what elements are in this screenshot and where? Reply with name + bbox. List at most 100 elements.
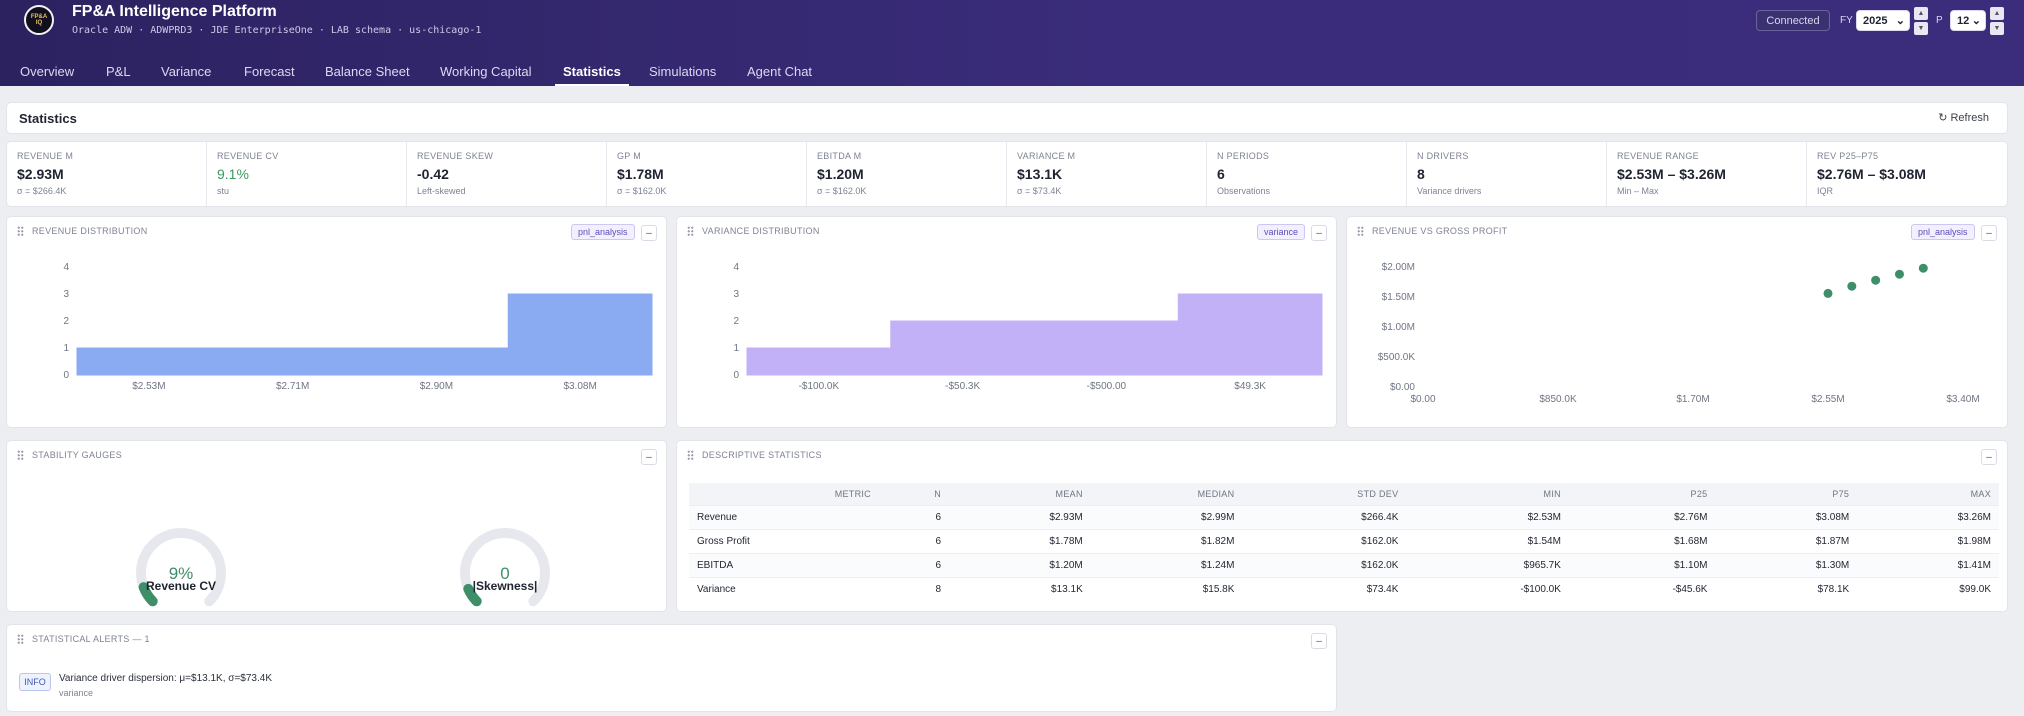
kpi-value: 9.1%: [217, 166, 249, 182]
collapse-icon[interactable]: –: [1981, 225, 1997, 241]
column-header: N: [879, 483, 949, 505]
decrement-icon[interactable]: ▼: [1990, 22, 2004, 35]
tab-forecast[interactable]: Forecast: [244, 63, 295, 79]
value-cell: $1.10M: [1568, 552, 1716, 577]
variance-distribution-chart: 0 1 2 3 4 -$100.0K -$50.3K -$500.00 $49.3K: [733, 262, 1323, 392]
kpi-sub: σ = $266.4K: [17, 186, 67, 196]
value-cell: $1.20M: [949, 552, 1091, 577]
fy-select[interactable]: 2025 ⌄: [1856, 10, 1910, 31]
table-row: Revenue 6 $2.93M $2.99M $266.4K $2.53M $2.76M $…: [689, 504, 1999, 529]
kpi-gp-mean: GP M $1.78M σ = $162.0K: [607, 142, 807, 206]
column-header: MEAN: [949, 483, 1091, 505]
value-cell: 6: [879, 528, 949, 553]
panel-header: VARIANCE DISTRIBUTION: [687, 226, 820, 236]
kpi-sub: stu: [217, 186, 230, 196]
value-cell: 8: [879, 576, 949, 601]
value-cell: $13.1K: [949, 576, 1091, 601]
drag-handle-icon[interactable]: [687, 450, 694, 460]
tab-statistics[interactable]: Statistics: [555, 56, 629, 86]
scatter-point: [1871, 275, 1881, 285]
kpi-value: $2.76M – $3.08M: [1817, 166, 1926, 182]
revenue-distribution-chart: 0 1 2 3 4 $2.53M $2.71M $2.90M $3.08M: [63, 262, 653, 392]
value-cell: $78.1K: [1715, 576, 1858, 601]
kpi-sub: σ = $162.0K: [617, 186, 667, 196]
tab-agent-chat[interactable]: Agent Chat: [747, 63, 813, 79]
main-tabs: Overview P&L Variance Forecast Balance S…: [0, 56, 2024, 86]
column-header: P75: [1715, 483, 1858, 505]
collapse-icon[interactable]: –: [641, 449, 657, 465]
decrement-icon[interactable]: ▼: [1914, 22, 1928, 35]
kpi-label: GP M: [617, 151, 642, 161]
gauge-fill: [463, 583, 482, 607]
y-tick-label: 1: [63, 343, 69, 354]
value-cell: $162.0K: [1242, 528, 1407, 553]
chevron-down-icon: ⌄: [1971, 15, 1981, 27]
x-tick-label: $49.3K: [1234, 381, 1266, 392]
metric-cell: Revenue: [689, 504, 879, 529]
value-cell: $73.4K: [1242, 576, 1407, 601]
collapse-icon[interactable]: –: [641, 225, 657, 241]
column-header: MAX: [1857, 483, 1999, 505]
x-tick-label: -$500.00: [1087, 381, 1127, 392]
y-tick-label: $2.00M: [1382, 262, 1415, 273]
kpi-label: EBITDA M: [817, 151, 862, 161]
variance-distribution-panel: VARIANCE DISTRIBUTION variance – 0 1 2 3 4 -$…: [676, 216, 1337, 428]
collapse-icon[interactable]: –: [1311, 225, 1327, 241]
column-header: P25: [1568, 483, 1716, 505]
page-title-bar: Statistics ↻ Refresh: [6, 102, 2008, 134]
tab-working-capital[interactable]: Working Capital: [440, 63, 532, 79]
drag-handle-icon[interactable]: [17, 450, 24, 460]
scatter-point: [1918, 263, 1928, 273]
kpi-value: $2.93M: [17, 166, 64, 182]
kpi-revenue-mean: REVENUE M $2.93M σ = $266.4K: [7, 142, 207, 206]
drag-handle-icon[interactable]: [17, 226, 24, 236]
x-tick-label: $850.0K: [1539, 394, 1577, 405]
period-select[interactable]: 12 ⌄: [1950, 10, 1986, 31]
y-tick-label: $1.50M: [1382, 292, 1415, 303]
histogram-bar: [507, 293, 653, 376]
y-tick-label: $1.00M: [1382, 322, 1415, 333]
y-tick-label: 4: [63, 262, 69, 273]
descriptive-statistics-table: METRIC N MEAN MEDIAN STD DEV MIN P25 P75 MAX Rev…: [689, 483, 1999, 601]
increment-icon[interactable]: ▲: [1914, 7, 1928, 20]
top-bar: FP&A IQ FP&A Intelligence Platform Oracle…: [0, 0, 2024, 86]
alert-level-badge: INFO: [19, 673, 51, 691]
kpi-revenue-iqr: REV P25–P75 $2.76M – $3.08M IQR: [1807, 142, 2007, 206]
panel-header: REVENUE DISTRIBUTION: [17, 226, 148, 236]
collapse-icon[interactable]: –: [1311, 633, 1327, 649]
histogram-bar: [364, 347, 509, 376]
x-tick-label: $2.90M: [420, 381, 453, 392]
panel-header: REVENUE VS GROSS PROFIT: [1357, 226, 1507, 236]
x-tick-label: $3.08M: [563, 381, 596, 392]
scatter-point: [1847, 281, 1857, 291]
refresh-button[interactable]: ↻ Refresh: [1938, 112, 1989, 124]
fy-stepper[interactable]: ▲ ▼: [1914, 7, 1928, 35]
kpi-label: REVENUE RANGE: [1617, 151, 1699, 161]
kpi-n-drivers: N DRIVERS 8 Variance drivers: [1407, 142, 1607, 206]
histogram-bar: [220, 347, 365, 376]
connection-subtitle: Oracle ADW · ADWPRD3 · JDE EnterpriseOne…: [72, 25, 482, 36]
tab-simulations[interactable]: Simulations: [649, 63, 717, 79]
period-stepper[interactable]: ▲ ▼: [1990, 7, 2004, 35]
x-tick-label: $3.40M: [1946, 394, 1979, 405]
drag-handle-icon[interactable]: [687, 226, 694, 236]
kpi-sub: Left-skewed: [417, 186, 466, 196]
tab-variance[interactable]: Variance: [161, 63, 212, 79]
tab-pnl[interactable]: P&L: [106, 63, 131, 79]
increment-icon[interactable]: ▲: [1990, 7, 2004, 20]
column-header: METRIC: [689, 483, 879, 505]
gauge-label-skewness: |Skewness|: [472, 579, 538, 593]
tab-balance-sheet[interactable]: Balance Sheet: [325, 63, 410, 79]
kpi-label: VARIANCE M: [1017, 151, 1076, 161]
drag-handle-icon[interactable]: [17, 634, 24, 644]
panel-title: STABILITY GAUGES: [32, 450, 122, 460]
drag-handle-icon[interactable]: [1357, 226, 1364, 236]
tab-overview[interactable]: Overview: [20, 63, 75, 79]
gauge-track: [460, 528, 550, 607]
value-cell: $266.4K: [1242, 504, 1407, 529]
panel-title: DESCRIPTIVE STATISTICS: [702, 450, 822, 460]
value-cell: -$45.6K: [1568, 576, 1716, 601]
histogram-bar: [1177, 293, 1323, 376]
collapse-icon[interactable]: –: [1981, 449, 1997, 465]
value-cell: $1.98M: [1857, 528, 1999, 553]
